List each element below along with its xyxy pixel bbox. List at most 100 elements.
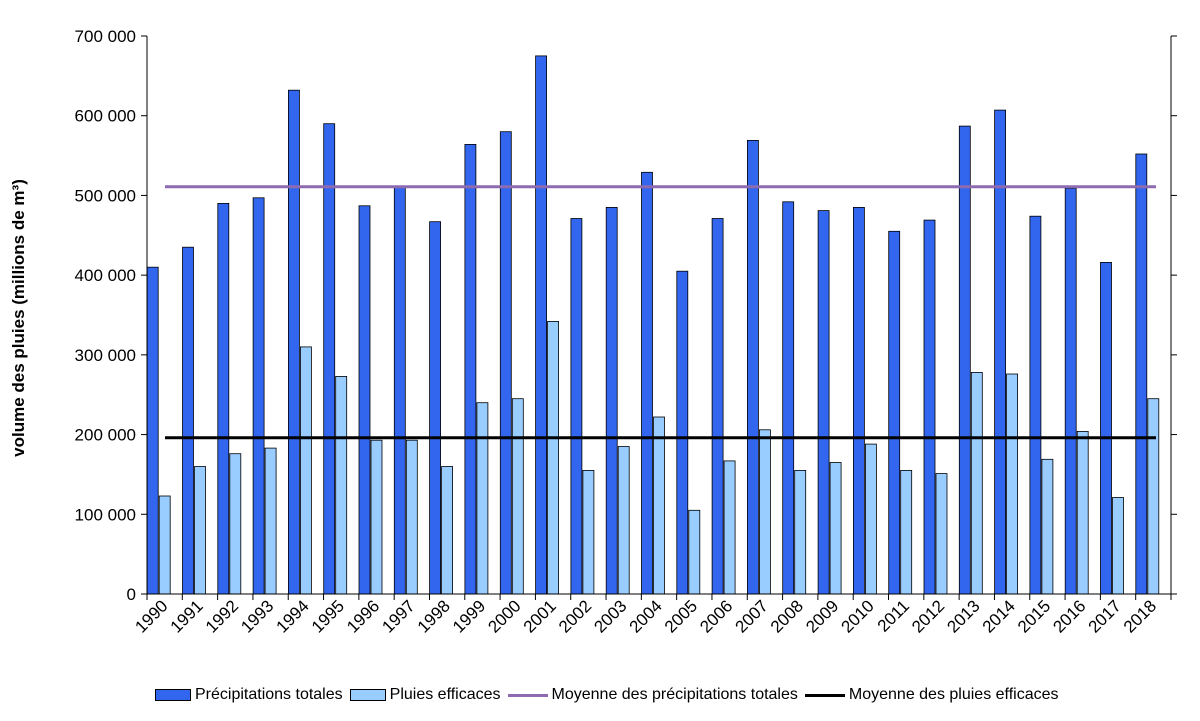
x-tick-label-2002: 2002	[555, 596, 595, 636]
legend-swatch-moyenne-precipitations	[507, 693, 548, 697]
bar-precipitations-2012	[923, 219, 936, 595]
bar-precipitations-2007	[747, 139, 759, 595]
x-tick-label-2011: 2011	[874, 596, 913, 635]
bar-pluies-efficaces-2009	[829, 462, 842, 595]
x-tick-label-1995: 1995	[308, 596, 348, 636]
bar-precipitations-2011	[888, 230, 901, 595]
bar-pluies-efficaces-2014	[1006, 373, 1018, 595]
bar-precipitations-1993	[252, 197, 265, 595]
bar-pluies-efficaces-1995	[335, 375, 348, 595]
x-tick-label-2004: 2004	[626, 596, 666, 636]
x-tick-label-2018: 2018	[1120, 596, 1160, 636]
bar-pluies-efficaces-2018	[1147, 398, 1160, 595]
x-tick-label-2003: 2003	[590, 596, 630, 636]
x-tick-label-1997: 1997	[378, 596, 418, 636]
bar-pluies-efficaces-1999	[476, 402, 489, 595]
x-tick-label-2007: 2007	[732, 596, 772, 636]
legend-label-pluies-efficaces: Pluies efficaces	[389, 686, 501, 703]
bar-precipitations-2010	[853, 206, 865, 595]
bar-precipitations-2017	[1100, 261, 1112, 595]
x-ticks: 1990199119921993199419951996199719981999…	[131, 594, 1172, 637]
bar-precipitations-2014	[994, 109, 1006, 595]
legend-swatch-pluies-efficaces	[349, 689, 386, 701]
bar-pluies-efficaces-2000	[511, 398, 524, 595]
bar-pluies-efficaces-1990	[158, 495, 171, 595]
bar-precipitations-2009	[817, 210, 830, 595]
bar-pluies-efficaces-1997	[405, 439, 418, 595]
bar-precipitations-2018	[1135, 153, 1148, 595]
bar-pluies-efficaces-2012	[935, 473, 948, 595]
bar-precipitations-1999	[464, 143, 477, 595]
y-tick-label: 400 000	[75, 266, 136, 285]
bar-pluies-efficaces-2004	[653, 416, 665, 595]
y-tick-label: 700 000	[75, 27, 136, 46]
bar-precipitations-1992	[217, 202, 230, 595]
bar-pluies-efficaces-2017	[1112, 497, 1124, 595]
bar-pluies-efficaces-1994	[299, 346, 312, 595]
legend-label-moyenne-pluies: Moyenne des pluies efficaces	[848, 686, 1059, 703]
bar-precipitations-2013	[958, 125, 971, 595]
y-tick-label: 0	[127, 585, 136, 604]
bar-pluies-efficaces-2006	[723, 460, 736, 595]
x-tick-label-2009: 2009	[802, 596, 842, 636]
x-tick-label-2001: 2001	[520, 596, 560, 636]
bar-pluies-efficaces-2007	[759, 429, 771, 595]
x-tick-label-2012: 2012	[908, 596, 948, 636]
legend-label-precipitations: Précipitations totales	[195, 686, 343, 703]
bar-pluies-efficaces-2011	[900, 469, 913, 595]
y-ticks: 0 100 000 200 000 300 000 400 000 500 000 600 …	[75, 27, 1177, 604]
bar-pluies-efficaces-1991	[194, 466, 206, 595]
x-tick-label-2006: 2006	[696, 596, 736, 636]
legend-item-precipitations: Précipitations totales	[155, 686, 343, 704]
bar-precipitations-2008	[782, 201, 795, 595]
x-tick-label-2010: 2010	[838, 596, 878, 636]
x-tick-label-1993: 1993	[237, 596, 277, 636]
x-tick-label-1992: 1992	[202, 596, 242, 636]
legend-swatch-moyenne-pluies	[804, 693, 845, 697]
bar-precipitations-1991	[182, 246, 194, 595]
bar-pluies-efficaces-2001	[547, 320, 559, 595]
y-tick-label: 500 000	[75, 186, 136, 205]
legend-label-moyenne-precipitations: Moyenne des précipitations totales	[551, 686, 798, 703]
legend-item-moyenne-precipitations: Moyenne des précipitations totales	[507, 686, 798, 704]
x-tick-label-2008: 2008	[767, 596, 807, 636]
bar-pluies-efficaces-2008	[794, 469, 807, 595]
bar-pluies-efficaces-2016	[1076, 430, 1089, 595]
bar-precipitations-2002	[570, 218, 583, 595]
mean-lines	[165, 185, 1156, 440]
bar-pluies-efficaces-1992	[229, 453, 242, 595]
x-tick-label-2015: 2015	[1014, 596, 1054, 636]
bar-pluies-efficaces-1998	[441, 466, 454, 595]
bar-pluies-efficaces-1993	[264, 447, 277, 595]
bar-pluies-efficaces-1996	[370, 439, 383, 595]
y-tick-label: 200 000	[75, 426, 136, 445]
bar-precipitations-2016	[1064, 187, 1077, 595]
bar-precipitations-2003	[605, 206, 618, 595]
legend-item-pluies-efficaces: Pluies efficaces	[349, 686, 501, 704]
x-tick-label-2013: 2013	[943, 596, 983, 636]
x-tick-label-1996: 1996	[343, 596, 383, 636]
x-tick-label-1991: 1991	[167, 596, 207, 636]
x-tick-label-2016: 2016	[1049, 596, 1089, 636]
x-tick-label-1999: 1999	[449, 596, 489, 636]
legend: Précipitations totales Pluies efficaces …	[155, 686, 1066, 704]
bar-precipitations-1990	[146, 266, 159, 595]
bar-precipitations-1994	[287, 89, 300, 595]
bar-precipitations-2006	[711, 218, 724, 595]
axes	[146, 36, 1172, 595]
bars	[146, 55, 1160, 595]
y-tick-label: 100 000	[75, 505, 136, 524]
y-tick-label: 600 000	[75, 107, 136, 126]
y-axis-label: volume des pluies (millions de m³)	[9, 179, 28, 457]
bar-precipitations-2000	[499, 131, 512, 595]
legend-swatch-precipitations	[155, 689, 191, 701]
bar-pluies-efficaces-2003	[617, 446, 630, 595]
bar-pluies-efficaces-2010	[865, 443, 877, 595]
bar-precipitations-1998	[429, 221, 442, 595]
bar-precipitations-2004	[641, 171, 653, 595]
bar-pluies-efficaces-2002	[582, 469, 595, 595]
y-tick-label: 300 000	[75, 346, 136, 365]
bar-precipitations-2005	[676, 270, 689, 595]
bar-precipitations-1996	[358, 205, 371, 595]
